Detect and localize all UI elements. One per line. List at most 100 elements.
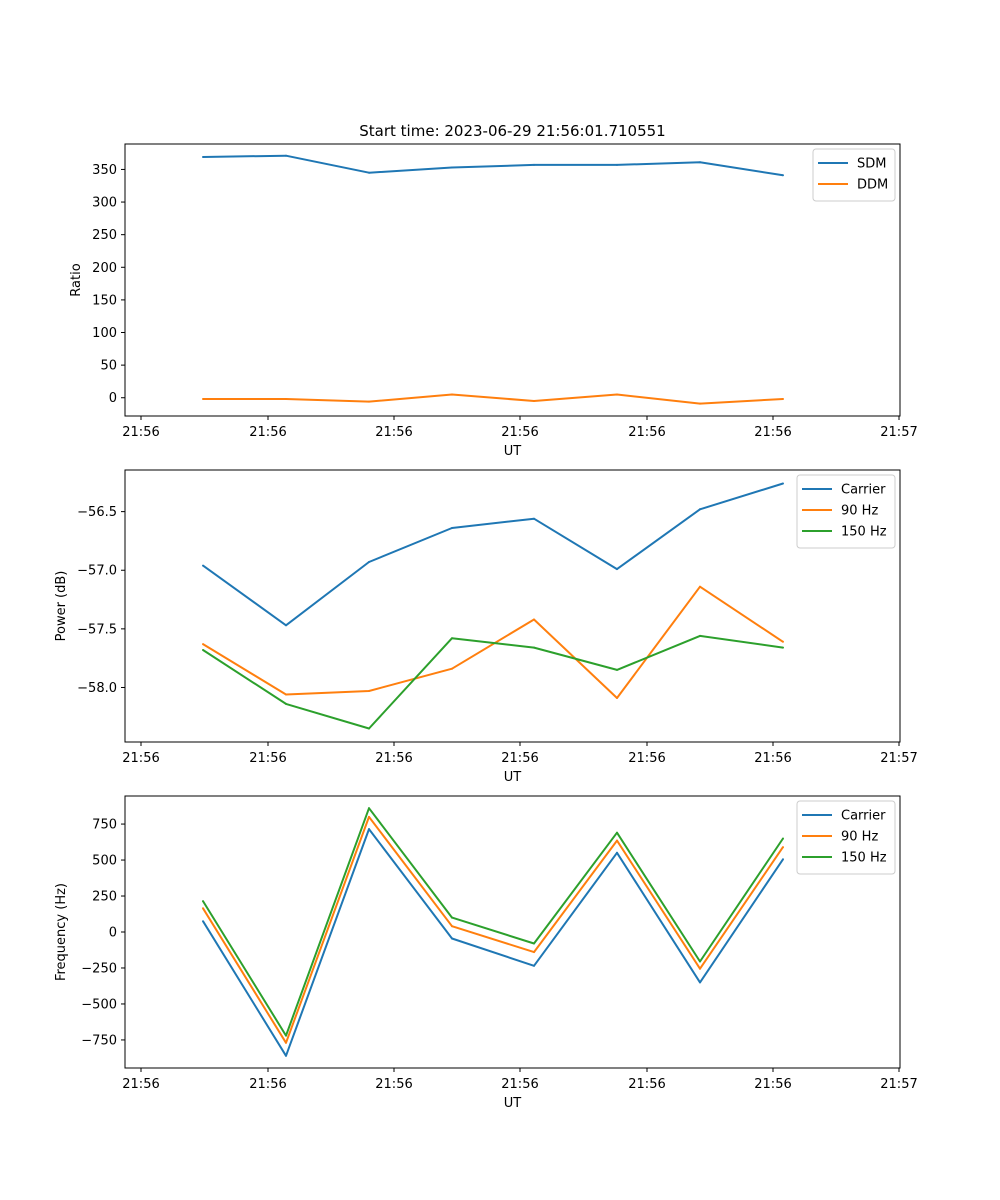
plot-area <box>124 469 901 743</box>
legend-label: 150 Hz <box>841 525 887 540</box>
data-point-carrier <box>285 1054 287 1057</box>
x-tick-label: 21:56 <box>501 1077 538 1092</box>
data-point-90-hz <box>451 925 453 928</box>
data-point-carrier <box>782 858 784 861</box>
legend-label: Carrier <box>841 483 886 498</box>
y-tick-label: 250 <box>92 890 117 905</box>
data-point-150-hz <box>451 916 453 919</box>
data-point-sdm <box>699 161 701 164</box>
series-line-ddm <box>203 393 784 405</box>
legend-label: Carrier <box>841 809 886 824</box>
legend: SDM DDM <box>812 148 896 202</box>
series-line-carrier <box>202 482 784 627</box>
chart-panels: 21:56 21:56 21:56 21:56 21:56 21:56 21:57 0 50 10… <box>54 143 918 1111</box>
y-tick-label: 0 <box>109 926 117 941</box>
y-tick-label: 250 <box>92 228 117 243</box>
data-point-sdm <box>616 163 618 166</box>
legend: Carrier 90 Hz 150 Hz <box>796 800 896 875</box>
data-point-90-hz <box>782 640 784 643</box>
data-point-ddm <box>368 400 370 403</box>
chart-panel-3: 21:56 21:56 21:56 21:56 21:56 21:56 21:57 −750 −… <box>54 795 918 1111</box>
data-point-carrier <box>202 564 204 567</box>
data-point-90-hz <box>202 643 204 646</box>
data-point-ddm <box>782 398 784 400</box>
legend-label: 150 Hz <box>841 851 887 866</box>
data-point-carrier <box>368 561 370 563</box>
y-axis-label: Ratio <box>69 263 84 296</box>
x-axis-label: UT <box>504 770 522 785</box>
y-tick-label: −57.5 <box>77 622 117 637</box>
y-tick-label: 300 <box>92 196 117 211</box>
data-point-150-hz <box>616 668 618 671</box>
x-tick-label: 21:57 <box>880 751 917 766</box>
data-point-150-hz <box>699 960 701 963</box>
y-tick-label: 0 <box>109 391 117 406</box>
data-point-ddm <box>202 398 204 400</box>
data-point-90-hz <box>616 697 618 699</box>
data-point-150-hz <box>699 634 701 637</box>
x-tick-label: 21:56 <box>375 1077 412 1092</box>
data-point-ddm <box>533 400 535 402</box>
data-point-ddm <box>616 393 618 396</box>
legend-label: SDM <box>857 157 886 172</box>
x-tick-label: 21:56 <box>122 1077 159 1092</box>
data-point-150-hz <box>782 837 784 840</box>
data-point-90-hz <box>368 690 370 692</box>
data-point-sdm <box>202 156 204 158</box>
x-tick-label: 21:56 <box>628 425 665 440</box>
data-point-90-hz <box>533 618 535 621</box>
x-tick-label: 21:56 <box>249 1077 286 1092</box>
data-point-150-hz <box>202 900 204 903</box>
data-point-carrier <box>782 482 784 485</box>
legend-label: 90 Hz <box>841 830 878 845</box>
x-tick-label: 21:56 <box>628 751 665 766</box>
data-point-90-hz <box>699 967 701 970</box>
x-tick-label: 21:56 <box>628 1077 665 1092</box>
plot-area <box>124 795 901 1069</box>
data-point-sdm <box>782 174 784 177</box>
series-line-150-hz <box>202 634 784 730</box>
y-tick-label: −500 <box>81 997 117 1012</box>
data-point-carrier <box>699 508 701 511</box>
series-line-carrier <box>202 828 784 1057</box>
series-line-150-hz <box>202 807 784 1037</box>
data-point-sdm <box>368 171 370 174</box>
y-axis-label: Power (dB) <box>54 571 69 642</box>
x-tick-label: 21:56 <box>754 425 791 440</box>
data-point-ddm <box>699 402 701 405</box>
data-point-150-hz <box>616 831 618 834</box>
data-point-sdm <box>451 166 453 169</box>
chart-panel-1: 21:56 21:56 21:56 21:56 21:56 21:56 21:57 0 50 10… <box>69 143 918 459</box>
plot-area <box>124 143 901 417</box>
data-point-90-hz <box>699 585 701 588</box>
x-tick-label: 21:57 <box>880 425 917 440</box>
data-point-150-hz <box>285 702 287 705</box>
x-tick-label: 21:56 <box>122 751 159 766</box>
y-tick-label: 750 <box>92 818 117 833</box>
data-point-carrier <box>616 568 618 571</box>
x-axis-label: UT <box>504 1096 522 1111</box>
data-point-carrier <box>202 920 204 923</box>
data-point-150-hz <box>451 637 453 640</box>
x-tick-label: 21:56 <box>375 751 412 766</box>
legend-label: DDM <box>857 178 888 193</box>
y-tick-label: −56.5 <box>77 505 117 520</box>
x-tick-label: 21:56 <box>501 425 538 440</box>
data-point-90-hz <box>616 839 618 842</box>
data-point-carrier <box>699 981 701 984</box>
data-point-150-hz <box>533 646 535 649</box>
data-point-150-hz <box>782 646 784 649</box>
y-axis-label: Frequency (Hz) <box>54 883 69 981</box>
y-tick-label: −250 <box>81 961 117 976</box>
y-tick-label: 200 <box>92 261 117 276</box>
x-tick-label: 21:56 <box>375 425 412 440</box>
data-point-ddm <box>285 398 287 400</box>
data-point-carrier <box>451 527 453 529</box>
x-tick-label: 21:57 <box>880 1077 917 1092</box>
data-point-carrier <box>368 828 370 831</box>
x-tick-label: 21:56 <box>249 425 286 440</box>
data-point-150-hz <box>368 807 370 810</box>
data-point-carrier <box>533 517 535 520</box>
x-tick-label: 21:56 <box>501 751 538 766</box>
data-point-90-hz <box>782 846 784 849</box>
